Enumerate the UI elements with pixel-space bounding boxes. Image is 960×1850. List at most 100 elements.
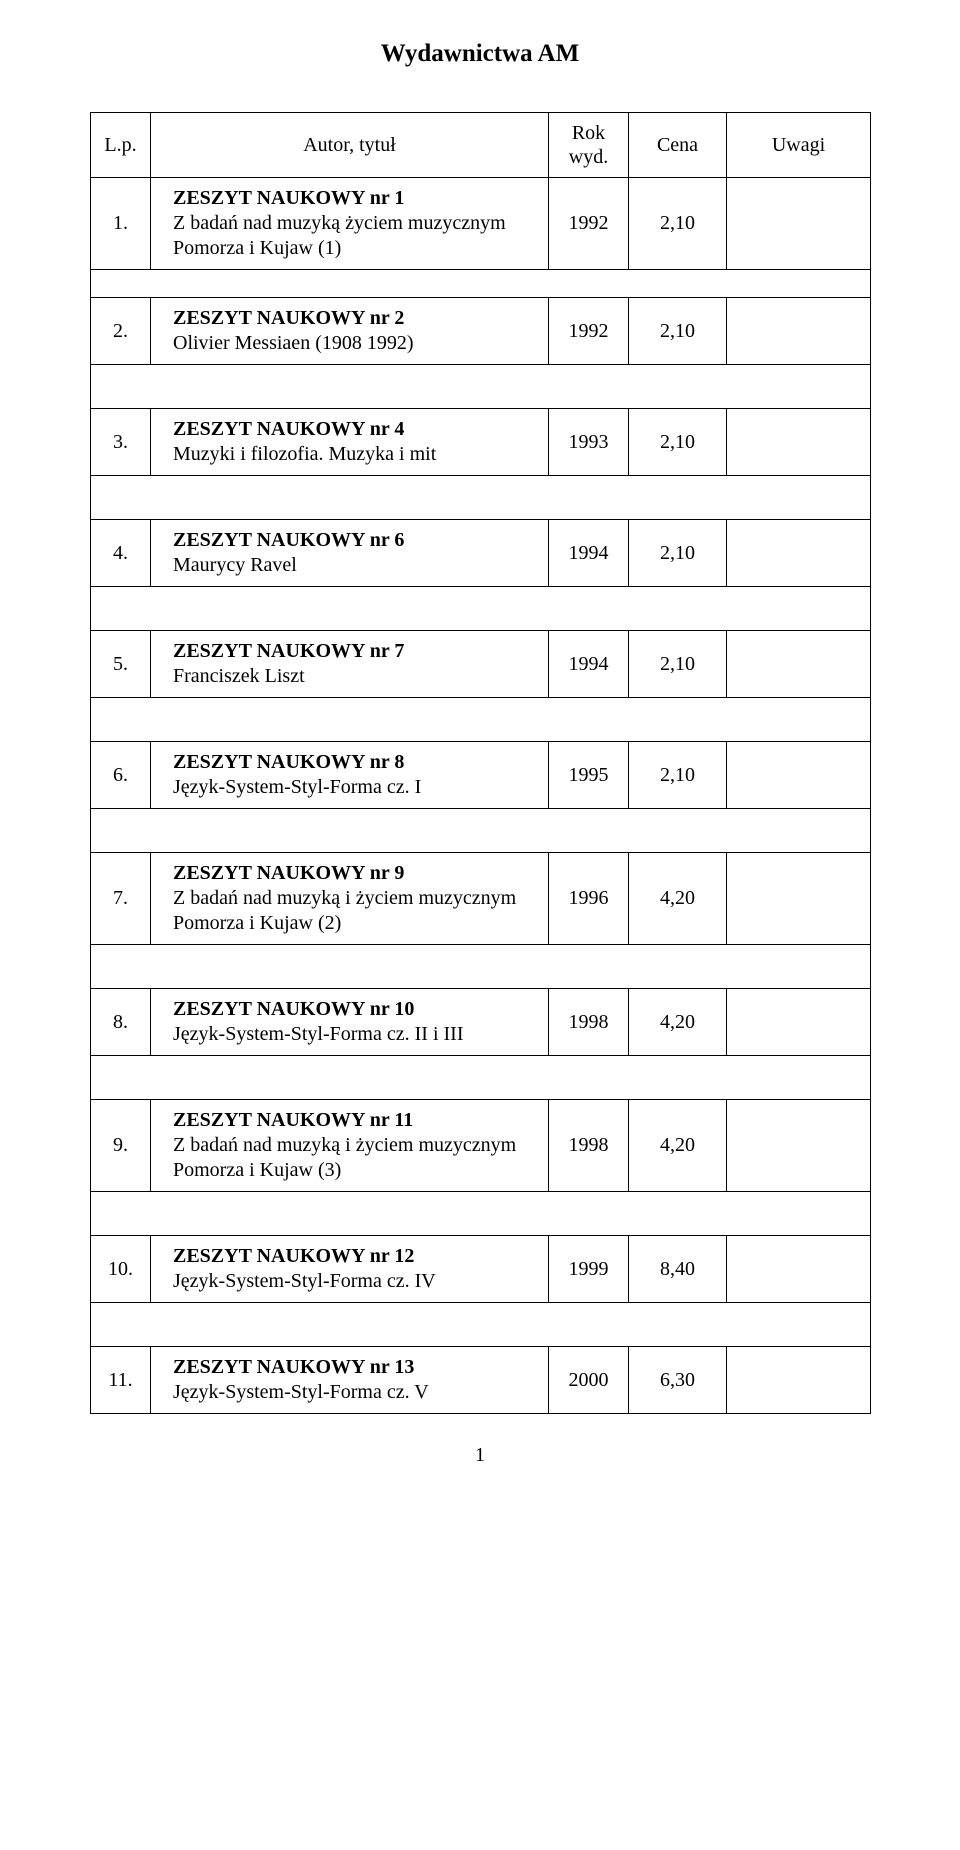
item-desc-line: Język-System-Styl-Forma cz. I [173,775,538,800]
cell-autor-tytul: ZESZYT NAUKOWY nr 7Franciszek Liszt [151,631,549,698]
item-title: ZESZYT NAUKOWY nr 12 [173,1244,538,1269]
cell-lp: 8. [91,989,151,1056]
cell-uwagi [727,1236,871,1303]
cell-lp: 10. [91,1236,151,1303]
item-title: ZESZYT NAUKOWY nr 4 [173,417,538,442]
cell-cena: 2,10 [629,298,727,365]
spacer-row [91,945,871,989]
col-header-lp: L.p. [91,113,151,178]
cell-cena: 2,10 [629,631,727,698]
cell-lp: 4. [91,520,151,587]
spacer-row [91,698,871,742]
cell-uwagi [727,742,871,809]
col-header-cena: Cena [629,113,727,178]
cell-cena: 6,30 [629,1347,727,1414]
table-row: 3.ZESZYT NAUKOWY nr 4Muzyki i filozofia.… [91,409,871,476]
cell-uwagi [727,298,871,365]
spacer-row [91,1303,871,1347]
cell-cena: 2,10 [629,409,727,476]
col-header-rok-l1: Rok [572,122,605,144]
item-desc-line: Z badań nad muzyką i życiem muzycznym [173,1133,538,1158]
cell-autor-tytul: ZESZYT NAUKOWY nr 9Z badań nad muzyką i … [151,853,549,945]
table-row: 10.ZESZYT NAUKOWY nr 12Język-System-Styl… [91,1236,871,1303]
cell-cena: 2,10 [629,742,727,809]
cell-cena: 4,20 [629,853,727,945]
cell-autor-tytul: ZESZYT NAUKOWY nr 12Język-System-Styl-Fo… [151,1236,549,1303]
cell-rok: 1998 [549,989,629,1056]
table-row: 7.ZESZYT NAUKOWY nr 9Z badań nad muzyką … [91,853,871,945]
item-desc-line: Pomorza i Kujaw (1) [173,236,538,261]
cell-lp: 5. [91,631,151,698]
table-row: 4.ZESZYT NAUKOWY nr 6Maurycy Ravel19942,… [91,520,871,587]
cell-autor-tytul: ZESZYT NAUKOWY nr 13Język-System-Styl-Fo… [151,1347,549,1414]
spacer-row [91,365,871,409]
cell-rok: 1992 [549,178,629,270]
table-row: 5.ZESZYT NAUKOWY nr 7Franciszek Liszt199… [91,631,871,698]
cell-cena: 2,10 [629,520,727,587]
item-desc-line: Język-System-Styl-Forma cz. V [173,1380,538,1405]
cell-autor-tytul: ZESZYT NAUKOWY nr 2Olivier Messiaen (190… [151,298,549,365]
cell-lp: 1. [91,178,151,270]
cell-lp: 6. [91,742,151,809]
cell-autor-tytul: ZESZYT NAUKOWY nr 6Maurycy Ravel [151,520,549,587]
cell-autor-tytul: ZESZYT NAUKOWY nr 11Z badań nad muzyką i… [151,1100,549,1192]
page-title: Wydawnictwa AM [90,40,870,68]
item-desc-line: Muzyki i filozofia. Muzyka i mit [173,442,538,467]
spacer-row [91,587,871,631]
cell-lp: 3. [91,409,151,476]
item-title: ZESZYT NAUKOWY nr 7 [173,639,538,664]
table-row: 6. ZESZYT NAUKOWY nr 8Język-System-Styl-F… [91,742,871,809]
col-header-uwagi: Uwagi [727,113,871,178]
cell-cena: 4,20 [629,989,727,1056]
cell-uwagi [727,1100,871,1192]
item-title: ZESZYT NAUKOWY nr 9 [173,861,538,886]
cell-cena: 4,20 [629,1100,727,1192]
table-row: 1.ZESZYT NAUKOWY nr 1Z badań nad muzyką … [91,178,871,270]
cell-uwagi [727,178,871,270]
cell-autor-tytul: ZESZYT NAUKOWY nr 4Muzyki i filozofia. M… [151,409,549,476]
spacer-row [91,1056,871,1100]
item-desc-line: Z badań nad muzyką życiem muzycznym [173,211,538,236]
cell-rok: 1998 [549,1100,629,1192]
cell-cena: 8,40 [629,1236,727,1303]
cell-uwagi [727,409,871,476]
item-desc-line: Pomorza i Kujaw (3) [173,1158,538,1183]
item-desc-line: Język-System-Styl-Forma cz. II i III [173,1022,538,1047]
table-row: 9.ZESZYT NAUKOWY nr 11Z badań nad muzyką… [91,1100,871,1192]
spacer-row [91,809,871,853]
cell-rok: 1992 [549,298,629,365]
spacer-row [91,476,871,520]
item-desc-line: Z badań nad muzyką i życiem muzycznym [173,886,538,911]
cell-lp: 2. [91,298,151,365]
table-row: 8.ZESZYT NAUKOWY nr 10Język-System-Styl-… [91,989,871,1056]
cell-uwagi [727,853,871,945]
cell-rok: 1995 [549,742,629,809]
item-desc-line: Pomorza i Kujaw (2) [173,911,538,936]
spacer-row [91,1192,871,1236]
col-header-autor: Autor, tytuł [151,113,549,178]
page-number: 1 [90,1444,870,1467]
cell-autor-tytul: ZESZYT NAUKOWY nr 10Język-System-Styl-Fo… [151,989,549,1056]
cell-lp: 7. [91,853,151,945]
cell-lp: 11. [91,1347,151,1414]
item-title: ZESZYT NAUKOWY nr 6 [173,528,538,553]
item-desc-line: Język-System-Styl-Forma cz. IV [173,1269,538,1294]
cell-rok: 1993 [549,409,629,476]
cell-rok: 2000 [549,1347,629,1414]
cell-rok: 1994 [549,520,629,587]
item-title: ZESZYT NAUKOWY nr 11 [173,1108,538,1133]
cell-autor-tytul: ZESZYT NAUKOWY nr 1Z badań nad muzyką ży… [151,178,549,270]
cell-uwagi [727,631,871,698]
cell-rok: 1996 [549,853,629,945]
table-row: 2.ZESZYT NAUKOWY nr 2Olivier Messiaen (1… [91,298,871,365]
cell-lp: 9. [91,1100,151,1192]
item-title: ZESZYT NAUKOWY nr 2 [173,306,538,331]
cell-cena: 2,10 [629,178,727,270]
item-title: ZESZYT NAUKOWY nr 8 [173,750,538,775]
item-title: ZESZYT NAUKOWY nr 10 [173,997,538,1022]
col-header-rok-l2: wyd. [569,146,608,168]
col-header-rok: Rok wyd. [549,113,629,178]
cell-uwagi [727,1347,871,1414]
cell-uwagi [727,989,871,1056]
table-header-row: L.p. Autor, tytuł Rok wyd. Cena Uwagi [91,113,871,178]
